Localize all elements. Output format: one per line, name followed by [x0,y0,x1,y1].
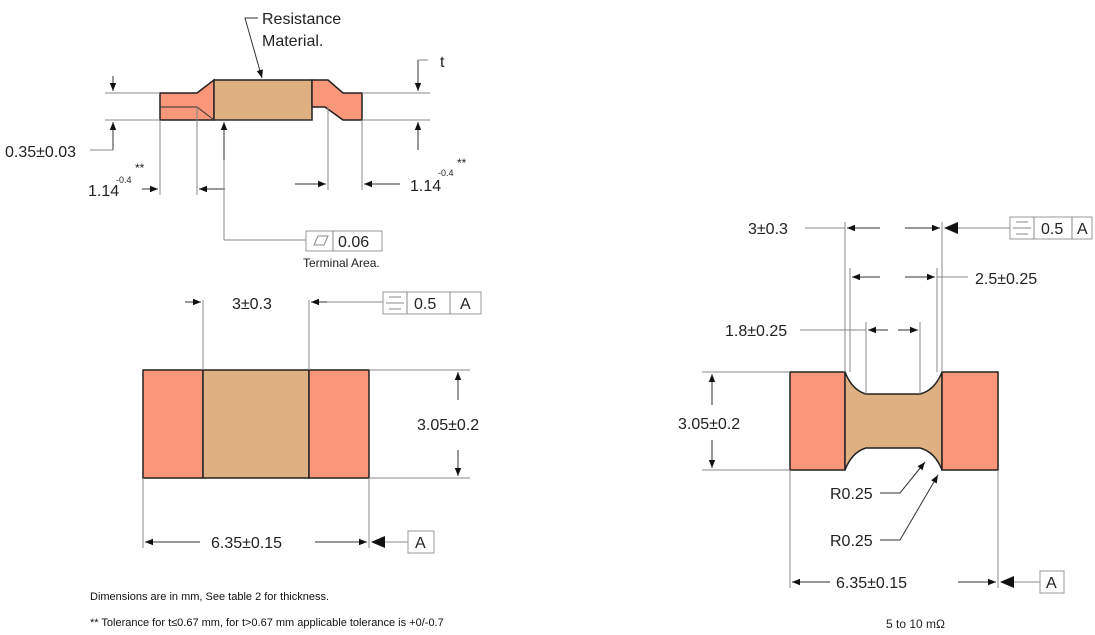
side-view: Resistance Material. t 0.35±0.03 1.14 -0… [5,11,467,270]
right-view-terminal-left [789,371,846,471]
left-view-terminal-left [142,369,204,479]
radius-label-1: R0.25 [830,486,873,503]
left-terminal-tolerance: -0.4 [116,175,132,185]
top-view-right: 3±0.3 0.5 A 2.5±0.25 1.8±0.25 3.05±0.2 [678,216,1093,631]
right-symmetry-value: 0.5 [1041,221,1063,238]
right-width-dim: 3±0.3 [748,221,788,238]
left-view-resistance-body [202,369,310,479]
left-datum-label: A [415,535,426,552]
left-terminal-dim: 1.14 [88,183,119,200]
right-inner-width-dim: 2.5±0.25 [975,271,1037,288]
thickness-label: t [440,54,445,71]
right-datum-label: A [1046,575,1057,592]
left-symmetry-datum: A [460,296,471,313]
flatness-value: 0.06 [338,234,369,251]
left-length-dim: 6.35±0.15 [211,535,282,552]
right-length-dim: 6.35±0.15 [836,575,907,592]
height-dim-side: 0.35±0.03 [5,144,76,161]
right-view-caption: 5 to 10 mΩ [886,617,945,631]
top-view-left: 3±0.3 0.5 A 3.05±0.2 6.35±0.15 A Dimensi… [90,291,482,629]
left-symmetry-value: 0.5 [414,296,436,313]
right-view-terminal-right [941,371,999,471]
left-width-dim: 3±0.3 [232,296,272,313]
right-terminal-tolerance: -0.4 [438,168,454,178]
right-neck-width-dim: 1.8±0.25 [725,323,787,340]
side-right-terminal [311,79,363,121]
resistance-material-label-1: Resistance [262,11,341,28]
left-terminal-mark: ** [135,161,145,175]
note-line-1: Dimensions are in mm, See table 2 for th… [90,591,329,603]
side-resistance-body [213,79,313,121]
note-line-2: ** Tolerance for t≤0.67 mm, for t>0.67 m… [90,617,444,629]
resistance-material-label-2: Material. [262,33,323,50]
right-view-resistance-body [844,371,943,471]
right-height-dim: 3.05±0.2 [678,416,740,433]
right-symmetry-datum: A [1077,221,1088,238]
radius-label-2: R0.25 [830,533,873,550]
terminal-area-label: Terminal Area. [303,256,380,270]
right-terminal-mark: ** [457,156,467,170]
left-view-terminal-right [308,369,370,479]
right-terminal-dim: 1.14 [410,178,441,195]
left-height-dim: 3.05±0.2 [417,417,479,434]
